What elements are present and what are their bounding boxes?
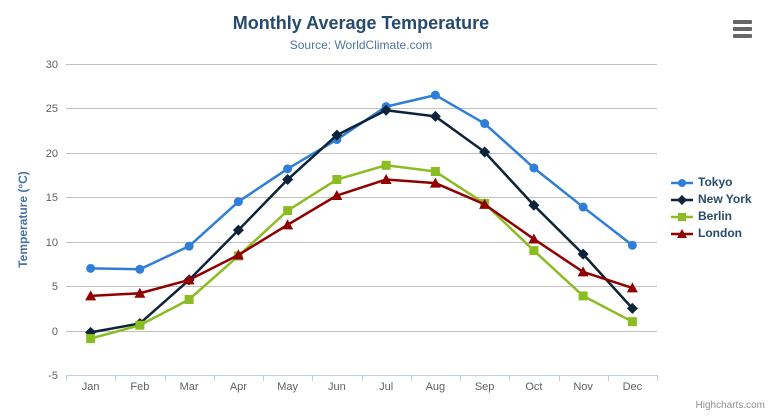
data-point-tokyo[interactable]	[529, 163, 539, 173]
legend-symbol-new-york[interactable]	[677, 194, 687, 205]
series-london	[85, 174, 638, 301]
x-axis-label: Nov	[573, 381, 593, 393]
y-axis-tick-label: 15	[46, 192, 58, 204]
legend-label-new-york: New York	[698, 192, 752, 206]
legend: Tokyo New York Berlin London	[671, 174, 752, 242]
legend-label-tokyo: Tokyo	[698, 175, 733, 189]
y-axis-tick-label: 5	[52, 281, 58, 293]
data-point-berlin[interactable]	[86, 334, 96, 344]
data-point-new-york[interactable]	[479, 146, 491, 158]
data-point-tokyo[interactable]	[578, 202, 588, 212]
y-axis-tick-label: 20	[46, 148, 58, 160]
data-point-london[interactable]	[380, 174, 392, 185]
legend-item-london[interactable]: London	[671, 225, 752, 242]
data-point-berlin[interactable]	[184, 294, 194, 304]
legend-marker-square-icon	[671, 212, 693, 221]
x-axis-label: Feb	[130, 381, 149, 393]
y-axis-tick-label: 10	[46, 237, 58, 249]
data-point-tokyo[interactable]	[430, 90, 440, 100]
legend-label-berlin: Berlin	[698, 209, 733, 223]
data-point-london[interactable]	[282, 219, 294, 230]
data-point-tokyo[interactable]	[283, 164, 293, 174]
y-axis-tick-label: 25	[46, 103, 58, 115]
series-new-york	[85, 104, 638, 338]
series-line-london[interactable]	[89, 178, 634, 298]
data-point-london[interactable]	[577, 266, 589, 277]
y-axis-tick-label: -5	[48, 370, 58, 382]
chart-title: Monthly Average Temperature	[232, 13, 490, 33]
data-point-new-york[interactable]	[626, 302, 638, 314]
data-point-berlin[interactable]	[430, 167, 440, 177]
legend-marker-diamond-icon	[671, 194, 693, 205]
data-point-new-york[interactable]	[232, 224, 244, 236]
legend-label-london: London	[698, 226, 742, 240]
data-point-new-york[interactable]	[282, 174, 294, 186]
x-axis-label: Jan	[82, 381, 100, 393]
data-point-tokyo[interactable]	[184, 241, 194, 251]
legend-item-tokyo[interactable]: Tokyo	[671, 174, 752, 191]
data-point-berlin[interactable]	[283, 206, 293, 216]
data-point-london[interactable]	[85, 290, 97, 301]
data-point-london[interactable]	[134, 287, 146, 298]
highcharts-credit-link[interactable]: Highcharts.com	[695, 400, 765, 411]
x-axis-label: May	[277, 381, 298, 393]
legend-marker-triangle-icon	[671, 228, 693, 238]
legend-symbol-london[interactable]	[677, 228, 687, 238]
x-axis-label: Dec	[623, 381, 643, 393]
series-line-berlin[interactable]	[89, 164, 634, 340]
data-point-berlin[interactable]	[578, 291, 588, 301]
data-point-berlin[interactable]	[135, 320, 145, 330]
data-point-tokyo[interactable]	[233, 197, 243, 207]
hamburger-icon	[733, 20, 752, 24]
data-point-new-york[interactable]	[429, 110, 441, 122]
data-point-new-york[interactable]	[331, 129, 343, 141]
y-axis-title: Temperature (°C)	[16, 171, 30, 268]
legend-item-new-york[interactable]: New York	[671, 191, 752, 208]
data-point-tokyo[interactable]	[135, 264, 145, 274]
data-point-london[interactable]	[331, 190, 343, 201]
data-point-berlin[interactable]	[381, 160, 391, 170]
data-point-new-york[interactable]	[577, 248, 589, 260]
data-point-london[interactable]	[528, 233, 540, 244]
data-point-tokyo[interactable]	[627, 240, 637, 250]
x-axis-label: Jul	[379, 381, 393, 393]
legend-symbol-berlin[interactable]	[678, 212, 686, 221]
legend-marker-circle-icon	[671, 178, 693, 187]
data-point-berlin[interactable]	[529, 246, 539, 256]
x-axis-label: Sep	[475, 381, 495, 393]
data-point-london[interactable]	[429, 177, 441, 188]
series-line-new-york[interactable]	[89, 108, 634, 334]
hamburger-icon	[733, 34, 752, 38]
y-axis-tick-label: 30	[46, 59, 58, 71]
x-axis-label: Jun	[328, 381, 346, 393]
data-point-berlin[interactable]	[627, 317, 637, 327]
export-menu-button[interactable]	[731, 18, 757, 42]
legend-symbol-tokyo[interactable]	[678, 178, 686, 187]
x-axis-label: Aug	[426, 381, 446, 393]
data-point-new-york[interactable]	[380, 104, 392, 116]
data-point-tokyo[interactable]	[86, 263, 96, 273]
data-point-new-york[interactable]	[528, 199, 540, 211]
y-axis-tick-label: 0	[52, 326, 58, 338]
data-point-london[interactable]	[183, 274, 195, 285]
data-point-london[interactable]	[479, 198, 491, 209]
x-axis-label: Mar	[180, 381, 199, 393]
data-point-berlin[interactable]	[332, 175, 342, 185]
data-point-tokyo[interactable]	[480, 119, 490, 129]
series-tokyo	[86, 90, 637, 274]
hamburger-icon	[733, 27, 752, 31]
x-axis-label: Apr	[230, 381, 247, 393]
x-axis-label: Oct	[525, 381, 542, 393]
chart-subtitle: Source: WorldClimate.com	[289, 38, 433, 52]
legend-item-berlin[interactable]: Berlin	[671, 208, 752, 225]
series-line-tokyo[interactable]	[89, 93, 634, 271]
data-point-london[interactable]	[626, 282, 638, 293]
data-point-london[interactable]	[232, 249, 244, 260]
